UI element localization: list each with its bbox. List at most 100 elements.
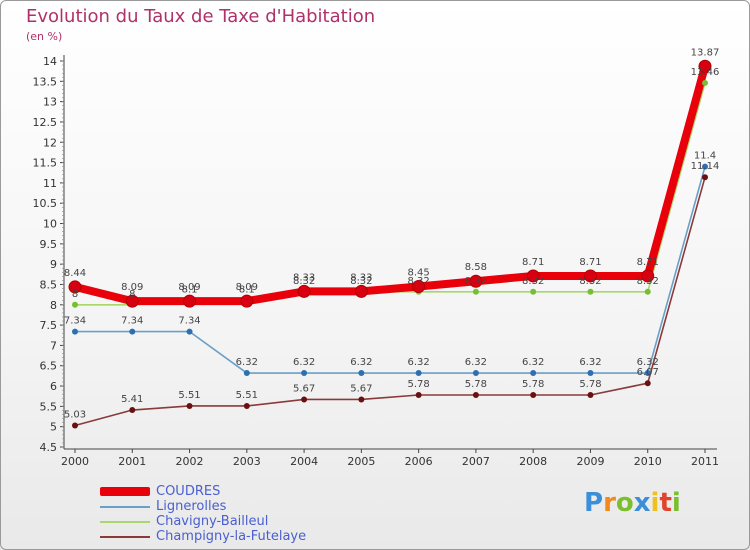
legend-item-coudres[interactable]: COUDRES <box>100 484 306 499</box>
y-tick-label: 14 <box>43 55 57 68</box>
data-label: 6.32 <box>293 357 315 368</box>
data-point <box>587 370 594 377</box>
logo-letter: x <box>633 488 651 518</box>
data-point <box>472 391 479 398</box>
data-label: 8.71 <box>579 257 601 268</box>
data-label: 8.32 <box>408 276 430 287</box>
x-tick-label: 2001 <box>118 455 146 468</box>
data-label: 13.46 <box>691 67 720 78</box>
data-point <box>183 294 197 308</box>
data-label: 5.78 <box>465 379 487 390</box>
data-label: 7.34 <box>64 316 86 327</box>
data-point <box>68 280 82 294</box>
data-point <box>412 280 426 294</box>
data-label: 6.32 <box>579 357 601 368</box>
logo-letter: t <box>659 488 672 518</box>
data-label: 5.51 <box>236 390 258 401</box>
data-point <box>129 407 136 414</box>
data-point <box>186 402 193 409</box>
chart-unit-label: (en %) <box>26 30 63 43</box>
legend-item-lignerolles[interactable]: Lignerolles <box>100 499 306 514</box>
x-tick-label: 2004 <box>290 455 318 468</box>
data-point <box>583 269 597 283</box>
logo-letter: i <box>650 488 660 518</box>
data-point <box>641 269 655 283</box>
data-label: 8.32 <box>637 276 659 287</box>
series-line-chavigny-bailleul <box>74 82 706 306</box>
data-point <box>72 328 78 335</box>
y-tick-label: 11 <box>43 177 57 190</box>
data-label: 8 <box>72 289 78 300</box>
logo-letter: r <box>603 488 616 518</box>
data-label: 6.32 <box>236 357 258 368</box>
y-tick-label: 13 <box>43 96 57 109</box>
data-label: 8.1 <box>239 285 255 296</box>
data-point <box>301 370 308 377</box>
data-label: 8.33 <box>293 272 315 283</box>
legend-label: Chavigny-Bailleul <box>156 514 269 529</box>
data-label: 11.4 <box>694 151 716 162</box>
data-point <box>129 328 136 335</box>
data-label: 5.78 <box>522 379 544 390</box>
data-point <box>186 328 193 335</box>
logo-letter: o <box>615 488 634 518</box>
y-tick-label: 6.5 <box>40 360 58 373</box>
data-point <box>702 79 708 86</box>
data-label: 5.78 <box>579 379 601 390</box>
data-point <box>644 380 651 387</box>
legend-label: Lignerolles <box>156 499 227 514</box>
data-point <box>587 391 594 398</box>
data-label: 11.14 <box>691 161 720 172</box>
data-point <box>644 288 651 295</box>
data-point <box>240 294 254 308</box>
data-point <box>472 370 479 377</box>
data-point <box>243 402 250 409</box>
x-tick-label: 2007 <box>462 455 490 468</box>
y-tick-label: 9 <box>50 258 57 271</box>
data-label: 6.32 <box>637 357 659 368</box>
data-label: 8.09 <box>178 282 200 293</box>
data-label: 8.32 <box>465 276 487 287</box>
data-point <box>243 370 250 377</box>
series-line-champigny-la-futelaye <box>74 176 706 427</box>
data-point <box>301 396 308 403</box>
data-label: 8.71 <box>637 257 659 268</box>
legend-item-chavigny-bailleul[interactable]: Chavigny-Bailleul <box>100 514 306 529</box>
y-tick-label: 4.5 <box>40 441 58 454</box>
y-tick-label: 6 <box>50 380 57 393</box>
data-label: 7.34 <box>178 316 200 327</box>
data-label: 6.32 <box>350 357 372 368</box>
data-label: 6.32 <box>465 357 487 368</box>
y-tick-label: 10.5 <box>33 197 58 210</box>
y-tick-label: 8 <box>50 299 57 312</box>
data-label: 8.32 <box>522 276 544 287</box>
logo-letter: i <box>671 488 681 518</box>
data-label: 8.1 <box>182 285 198 296</box>
data-point <box>358 370 365 377</box>
data-point <box>472 288 479 295</box>
data-point <box>530 391 537 398</box>
data-point <box>469 274 483 288</box>
x-tick-label: 2003 <box>233 455 261 468</box>
y-tick-label: 12 <box>43 136 57 149</box>
legend-item-champigny[interactable]: Champigny-la-Futelaye <box>100 529 306 544</box>
x-tick-label: 2002 <box>176 455 204 468</box>
y-tick-label: 7.5 <box>40 319 58 332</box>
y-tick-label: 9.5 <box>40 238 58 251</box>
legend-swatch-champigny <box>100 535 150 538</box>
data-label: 8.33 <box>350 272 372 283</box>
legend-swatch-chavigny-bailleul <box>100 520 150 523</box>
y-tick-label: 8.5 <box>40 278 58 291</box>
data-label: 8.09 <box>121 282 143 293</box>
data-point <box>702 174 708 181</box>
data-point <box>526 269 540 283</box>
data-label: 5.67 <box>293 383 315 394</box>
legend-label: Champigny-la-Futelaye <box>156 529 307 544</box>
data-point <box>698 59 712 73</box>
data-label: 8.32 <box>293 276 315 287</box>
data-point <box>72 301 78 308</box>
data-point <box>530 288 537 295</box>
data-point <box>125 294 139 308</box>
data-point <box>530 370 537 377</box>
y-tick-label: 5.5 <box>40 400 58 413</box>
